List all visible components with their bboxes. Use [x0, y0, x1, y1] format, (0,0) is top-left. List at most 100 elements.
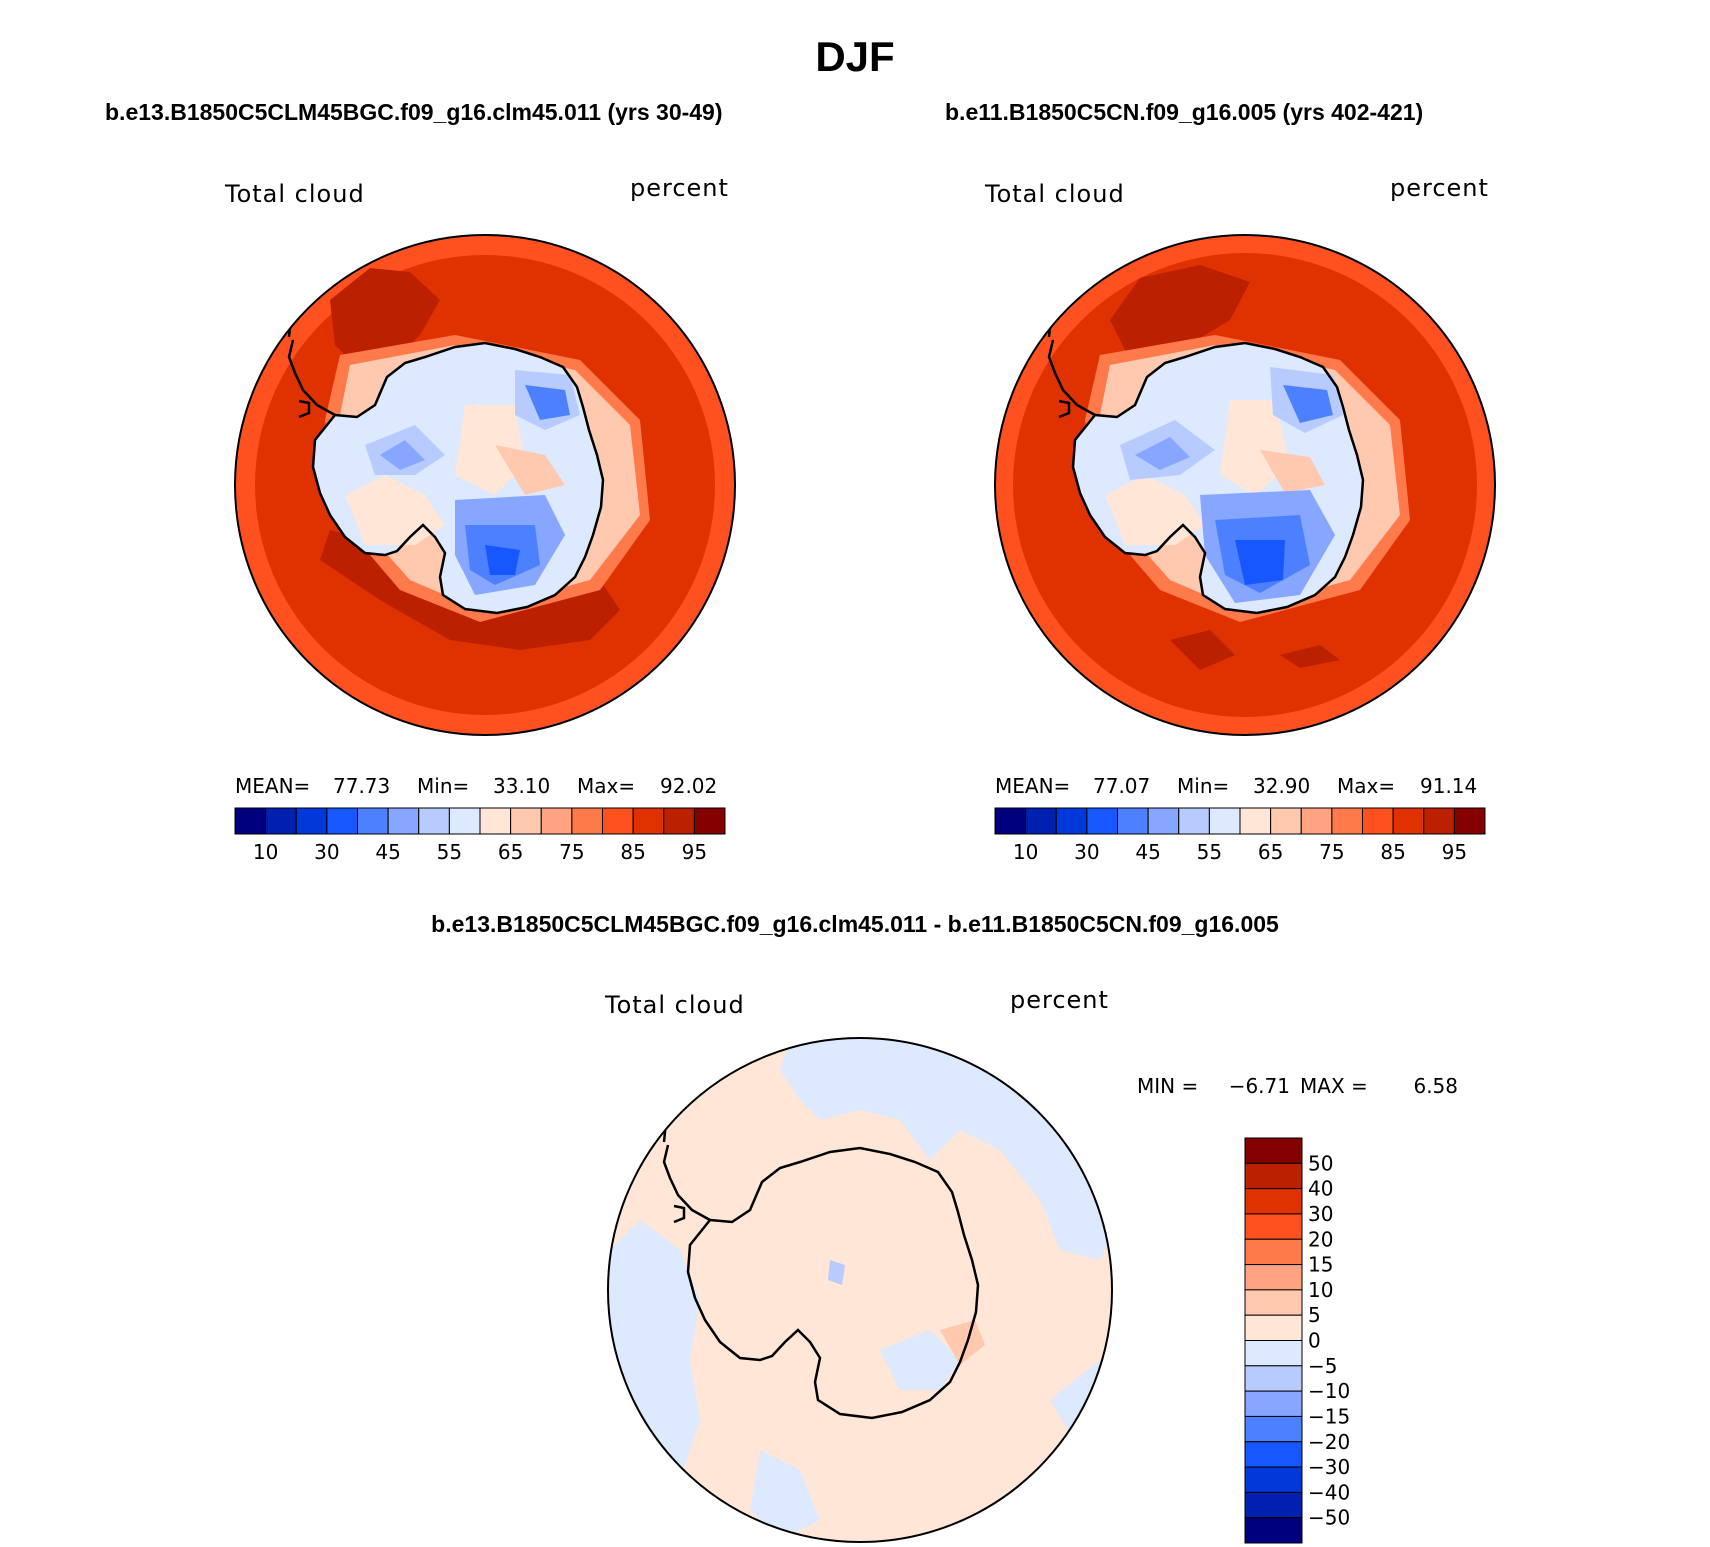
colorbar-swatch — [1270, 807, 1302, 835]
right-map: Total cloud percent — [984, 174, 1496, 864]
colorbar-swatch — [1244, 1466, 1303, 1493]
colorbar-swatch — [1244, 1390, 1303, 1417]
colorbar-swatch — [265, 807, 297, 835]
colorbar-swatch — [632, 807, 665, 835]
left-colorbar: 10 30 45 55 65 75 85 95 — [234, 807, 726, 864]
right-min-value: 32.90 — [1253, 774, 1310, 798]
colorbar-swatch — [1178, 807, 1210, 835]
colorbar-tick-label: 95 — [1442, 840, 1467, 864]
colorbar-tick-label: 15 — [1308, 1253, 1333, 1277]
colorbar-swatch — [1244, 1238, 1303, 1266]
colorbar-swatch — [1244, 1491, 1303, 1519]
colorbar-swatch — [418, 807, 450, 835]
colorbar-tick-label: 10 — [1013, 840, 1038, 864]
colorbar-swatch — [1244, 1137, 1303, 1164]
colorbar-swatch — [1244, 1188, 1303, 1215]
colorbar-swatch — [1392, 807, 1425, 835]
colorbar-swatch — [1244, 1314, 1303, 1341]
colorbar-tick-label: 85 — [1380, 840, 1405, 864]
colorbar-tick-label: 75 — [1319, 840, 1344, 864]
left-min-value: 33.10 — [493, 774, 550, 798]
colorbar-swatch — [602, 807, 634, 835]
right-mean-value: 77.07 — [1093, 774, 1150, 798]
colorbar-swatch — [1244, 1162, 1303, 1190]
colorbar-tick-label: 45 — [1135, 840, 1160, 864]
difference-title: b.e13.B1850C5CLM45BGC.f09_g16.clm45.011 … — [431, 911, 1279, 937]
colorbar-swatch — [1244, 1415, 1303, 1443]
colorbar-swatch — [1117, 807, 1149, 835]
colorbar-tick-label: 10 — [1308, 1278, 1333, 1302]
left-max-label: Max= — [577, 774, 635, 798]
colorbar-swatch — [234, 807, 267, 835]
right-min-label: Min= — [1177, 774, 1229, 798]
colorbar-swatch — [1362, 807, 1394, 835]
colorbar-swatch — [1300, 807, 1333, 835]
colorbar-tick-label: 30 — [1308, 1202, 1333, 1226]
colorbar-swatch — [693, 807, 726, 835]
colorbar-swatch — [663, 807, 695, 835]
colorbar-tick-label: 95 — [682, 840, 707, 864]
difference-min-value: −6.71 — [1229, 1074, 1290, 1098]
colorbar-swatch — [387, 807, 420, 835]
colorbar-tick-label: 30 — [314, 840, 339, 864]
left-mean-label: MEAN= — [235, 774, 310, 798]
colorbar-swatch — [1244, 1264, 1303, 1291]
colorbar-swatch — [1423, 807, 1455, 835]
left-map: Total cloud percent — [224, 174, 736, 864]
colorbar-tick-label: 85 — [620, 840, 645, 864]
colorbar-swatch — [357, 807, 389, 835]
colorbar-tick-label: 10 — [253, 840, 278, 864]
left-max-value: 92.02 — [660, 774, 717, 798]
colorbar-tick-label: 65 — [498, 840, 523, 864]
colorbar-swatch — [540, 807, 573, 835]
right-max-value: 91.14 — [1420, 774, 1477, 798]
colorbar-tick-label: −30 — [1308, 1455, 1350, 1479]
colorbar-tick-label: 5 — [1308, 1303, 1321, 1327]
figure-title: DJF — [815, 33, 894, 80]
right-map-field — [995, 235, 1495, 735]
colorbar-swatch — [479, 807, 512, 835]
colorbar-tick-label: 20 — [1308, 1227, 1333, 1251]
colorbar-tick-label: −5 — [1308, 1354, 1337, 1378]
colorbar-swatch — [1453, 807, 1486, 835]
difference-map-field — [608, 1038, 1112, 1542]
left-units-label: percent — [630, 174, 729, 202]
difference-max-label: MAX = — [1300, 1074, 1368, 1098]
colorbar-swatch — [1244, 1441, 1303, 1468]
left-min-label: Min= — [417, 774, 469, 798]
right-case-title: b.e11.B1850C5CN.f09_g16.005 (yrs 402-421… — [945, 99, 1423, 125]
right-variable-label: Total cloud — [984, 180, 1125, 208]
difference-units-label: percent — [1010, 986, 1109, 1014]
difference-max-value: 6.58 — [1413, 1074, 1458, 1098]
colorbar-swatch — [1244, 1289, 1303, 1316]
colorbar-swatch — [1086, 807, 1118, 835]
colorbar-swatch — [1208, 807, 1241, 835]
right-colorbar: 10 30 45 55 65 75 85 95 — [994, 807, 1486, 864]
colorbar-swatch — [994, 807, 1027, 835]
colorbar-swatch — [1147, 807, 1180, 835]
right-units-label: percent — [1390, 174, 1489, 202]
colorbar-swatch — [510, 807, 542, 835]
colorbar-swatch — [295, 807, 328, 835]
colorbar-tick-label: 0 — [1308, 1329, 1321, 1353]
colorbar-swatch — [1244, 1213, 1303, 1240]
colorbar-tick-label: −50 — [1308, 1506, 1350, 1530]
colorbar-swatch — [1055, 807, 1088, 835]
left-mean-value: 77.73 — [333, 774, 390, 798]
colorbar-swatch — [1239, 807, 1272, 835]
colorbar-tick-label: 30 — [1074, 840, 1099, 864]
colorbar-tick-label: 65 — [1258, 840, 1283, 864]
right-mean-label: MEAN= — [995, 774, 1070, 798]
colorbar-swatch — [1244, 1517, 1303, 1544]
colorbar-swatch — [1244, 1365, 1303, 1392]
colorbar-tick-label: −20 — [1308, 1430, 1350, 1454]
difference-map: b.e13.B1850C5CLM45BGC.f09_g16.clm45.011 … — [431, 911, 1458, 1544]
difference-min-label: MIN = — [1137, 1074, 1198, 1098]
right-max-label: Max= — [1337, 774, 1395, 798]
colorbar-swatch — [571, 807, 603, 835]
colorbar-swatch — [1025, 807, 1057, 835]
left-map-field — [235, 235, 735, 735]
colorbar-swatch — [326, 807, 358, 835]
colorbar-tick-label: −15 — [1308, 1404, 1350, 1428]
